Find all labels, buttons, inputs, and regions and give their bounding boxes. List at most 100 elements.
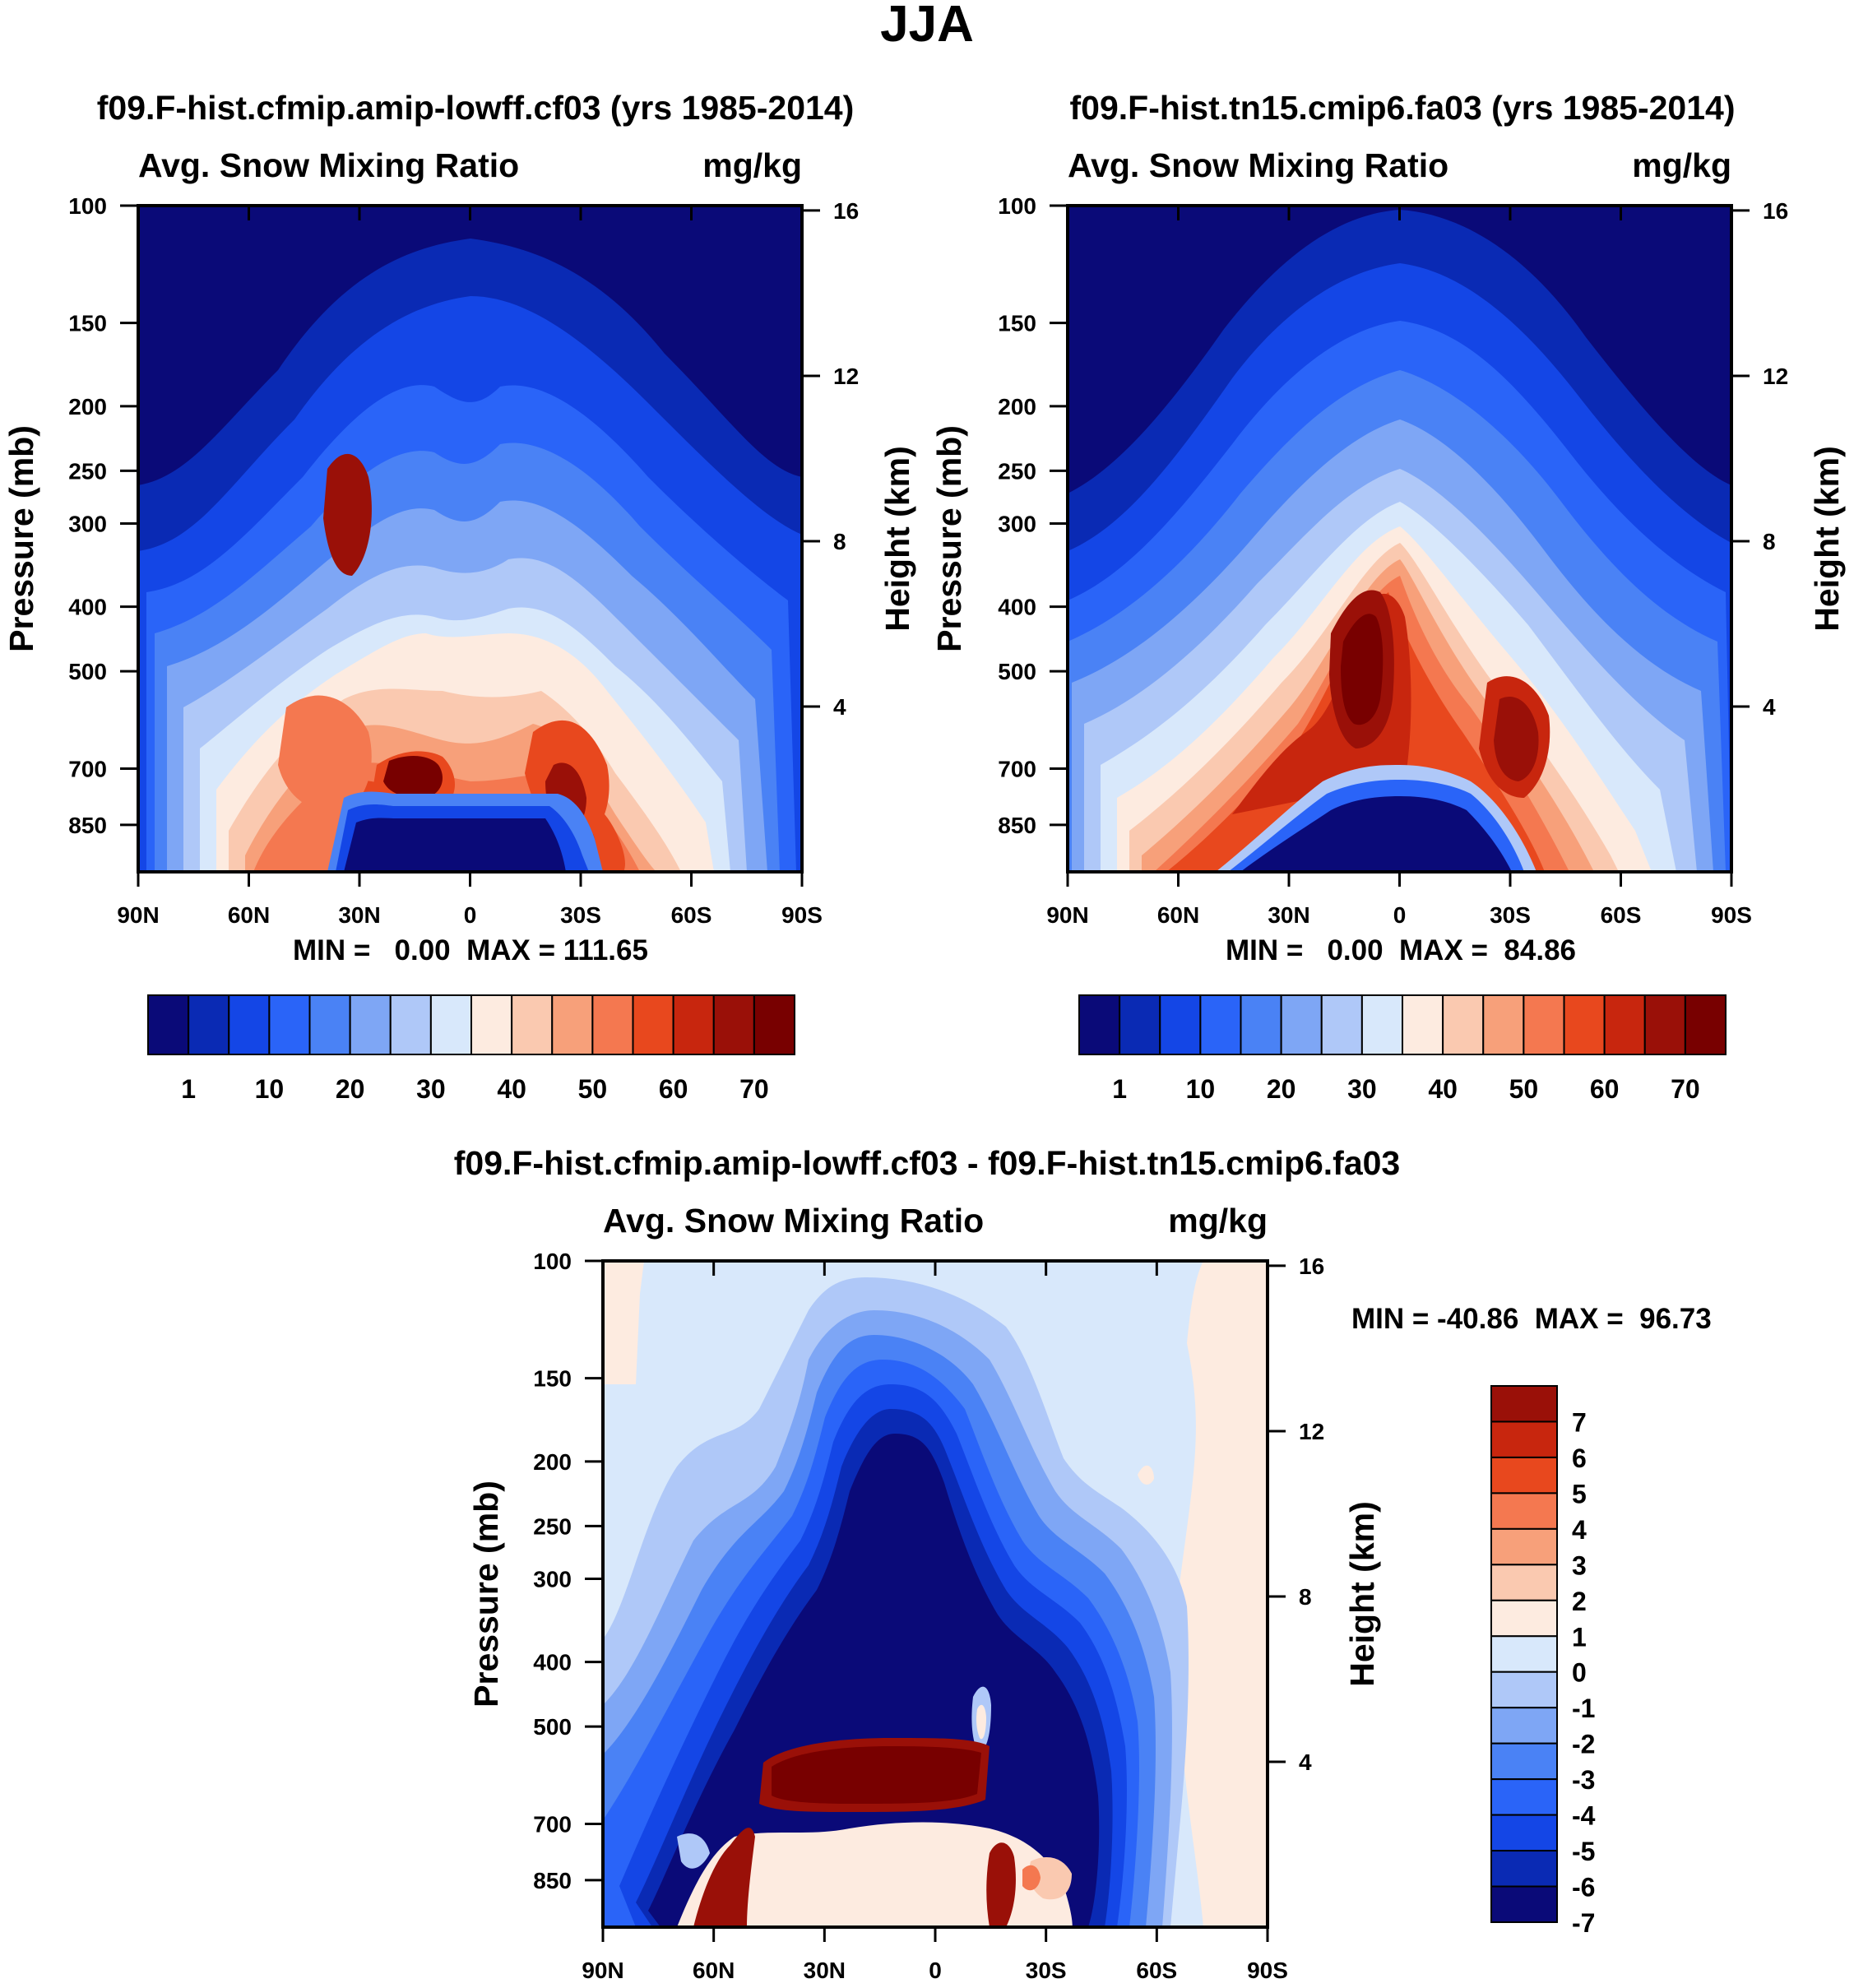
colorbar-label: 50: [1509, 1074, 1539, 1104]
height-tick-label: 12: [833, 364, 859, 389]
y-tick-label: 700: [68, 757, 107, 782]
x-tick-label: 60S: [1136, 1958, 1177, 1983]
colorbar-box: [1490, 1850, 1558, 1888]
colorbar-label: 10: [255, 1074, 285, 1104]
colorbar-box: [1490, 1635, 1558, 1673]
y-tick-label: 250: [533, 1513, 572, 1539]
colorbar-label: 5: [1572, 1479, 1587, 1508]
colorbar-label: 7: [1572, 1407, 1587, 1437]
panel-2-contour-field: [1068, 206, 1731, 872]
colorbar-box: [632, 994, 674, 1055]
colorbar-box: [147, 994, 190, 1055]
height-tick-label: 8: [1299, 1584, 1312, 1610]
y-tick-label: 400: [533, 1650, 572, 1675]
x-tick-label: 30S: [1026, 1958, 1067, 1983]
colorbar-label: 70: [739, 1074, 769, 1104]
y-tick-label: 200: [68, 394, 107, 419]
colorbar-box: [1563, 994, 1606, 1055]
panel-2: f09.F-hist.tn15.cmip6.fa03 (yrs 1985-201…: [930, 89, 1846, 1104]
colorbar-box: [188, 994, 230, 1055]
panel-2-ylabel: Pressure (mb): [930, 425, 968, 652]
panel-1-ylabel-right: Height (km): [878, 446, 916, 632]
colorbar-box: [712, 994, 755, 1055]
colorbar-label: 40: [497, 1074, 526, 1104]
colorbar-label: 50: [578, 1074, 608, 1104]
colorbar-box: [1490, 1599, 1558, 1638]
panel-1-units-label: mg/kg: [702, 146, 802, 184]
x-tick-label: 90N: [582, 1958, 623, 1983]
x-tick-label: 90N: [1046, 902, 1088, 928]
colorbar-label: 2: [1572, 1587, 1587, 1616]
colorbar-box: [1603, 994, 1646, 1055]
y-tick-label: 850: [533, 1868, 572, 1893]
colorbar-box: [1643, 994, 1686, 1055]
colorbar-box: [1684, 994, 1727, 1055]
colorbar-box: [1402, 994, 1444, 1055]
colorbar-label: 60: [659, 1074, 688, 1104]
colorbar-label: -5: [1572, 1837, 1595, 1866]
panel-1-colorbar: 1 10 20 30 40 50 60 70: [147, 994, 795, 1104]
x-tick-label: 90S: [781, 902, 823, 928]
panel-3-stats: MIN = -40.86 MAX = 96.73: [1351, 1303, 1712, 1335]
colorbar-box: [268, 994, 311, 1055]
colorbar-label: -1: [1572, 1694, 1595, 1723]
x-tick-label: 30S: [1490, 902, 1531, 928]
panel-1-title: f09.F-hist.cfmip.amip-lowff.cf03 (yrs 19…: [97, 89, 855, 127]
colorbar-label: 20: [336, 1074, 365, 1104]
colorbar-box: [551, 994, 594, 1055]
colorbar-box: [1490, 1814, 1558, 1852]
x-tick-label: 0: [1393, 902, 1407, 928]
colorbar-box: [1280, 994, 1323, 1055]
colorbar-label: -2: [1572, 1730, 1595, 1759]
colorbar-box: [1320, 994, 1363, 1055]
colorbar-label: -3: [1572, 1765, 1595, 1795]
panel-2-ylabel-right: Height (km): [1808, 446, 1846, 632]
height-tick-label: 12: [1299, 1419, 1324, 1444]
y-tick-label: 850: [998, 813, 1036, 838]
panel-3-contour-field: [603, 1261, 1268, 1927]
x-tick-label: 60N: [693, 1958, 735, 1983]
x-tick-label: 30S: [560, 902, 601, 928]
panel-1-ylabel: Pressure (mb): [2, 425, 40, 652]
panel-3-variable-label: Avg. Snow Mixing Ratio: [603, 1202, 984, 1240]
height-tick-label: 4: [1763, 694, 1776, 720]
panel-1: f09.F-hist.cfmip.amip-lowff.cf03 (yrs 19…: [2, 89, 916, 1104]
colorbar-box: [1490, 1885, 1558, 1924]
colorbar-box: [1199, 994, 1242, 1055]
y-tick-label: 700: [533, 1812, 572, 1837]
x-tick-label: 60N: [1157, 902, 1199, 928]
colorbar-label: 20: [1267, 1074, 1296, 1104]
x-tick-label: 60N: [228, 902, 270, 928]
y-tick-label: 300: [68, 511, 107, 536]
x-tick-label: 0: [929, 1958, 942, 1983]
y-tick-label: 300: [998, 511, 1036, 536]
colorbar-label: -4: [1572, 1801, 1596, 1831]
colorbar-box: [1490, 1707, 1558, 1745]
colorbar-box: [1119, 994, 1161, 1055]
panel-1-variable-label: Avg. Snow Mixing Ratio: [138, 146, 519, 184]
colorbar-label: 1: [181, 1074, 196, 1104]
colorbar-box: [672, 994, 715, 1055]
colorbar-box: [389, 994, 432, 1055]
colorbar-box: [1078, 994, 1121, 1055]
panel-3-colorbar: 7 6 5 4 3 2 1 0 -1 -2 -3 -4 -5 -6 -7: [1490, 1385, 1596, 1938]
colorbar-label: 60: [1590, 1074, 1620, 1104]
y-tick-label: 500: [998, 659, 1036, 684]
colorbar-label: -7: [1572, 1908, 1595, 1938]
colorbar-label: 4: [1572, 1515, 1587, 1545]
colorbar-box: [1490, 1564, 1558, 1601]
height-tick-label: 4: [1299, 1749, 1312, 1775]
y-tick-label: 200: [998, 394, 1036, 419]
y-tick-label: 300: [533, 1566, 572, 1592]
colorbar-box: [429, 994, 472, 1055]
x-tick-label: 30N: [804, 1958, 846, 1983]
x-tick-label: 60S: [671, 902, 712, 928]
height-tick-label: 16: [1299, 1254, 1324, 1279]
x-tick-label: 90S: [1247, 1958, 1288, 1983]
colorbar-label: 30: [416, 1074, 446, 1104]
colorbar-box: [753, 994, 795, 1055]
colorbar-label: 1: [1112, 1074, 1127, 1104]
y-tick-label: 700: [998, 757, 1036, 782]
colorbar-box: [1490, 1492, 1558, 1530]
height-tick-label: 4: [833, 694, 846, 720]
